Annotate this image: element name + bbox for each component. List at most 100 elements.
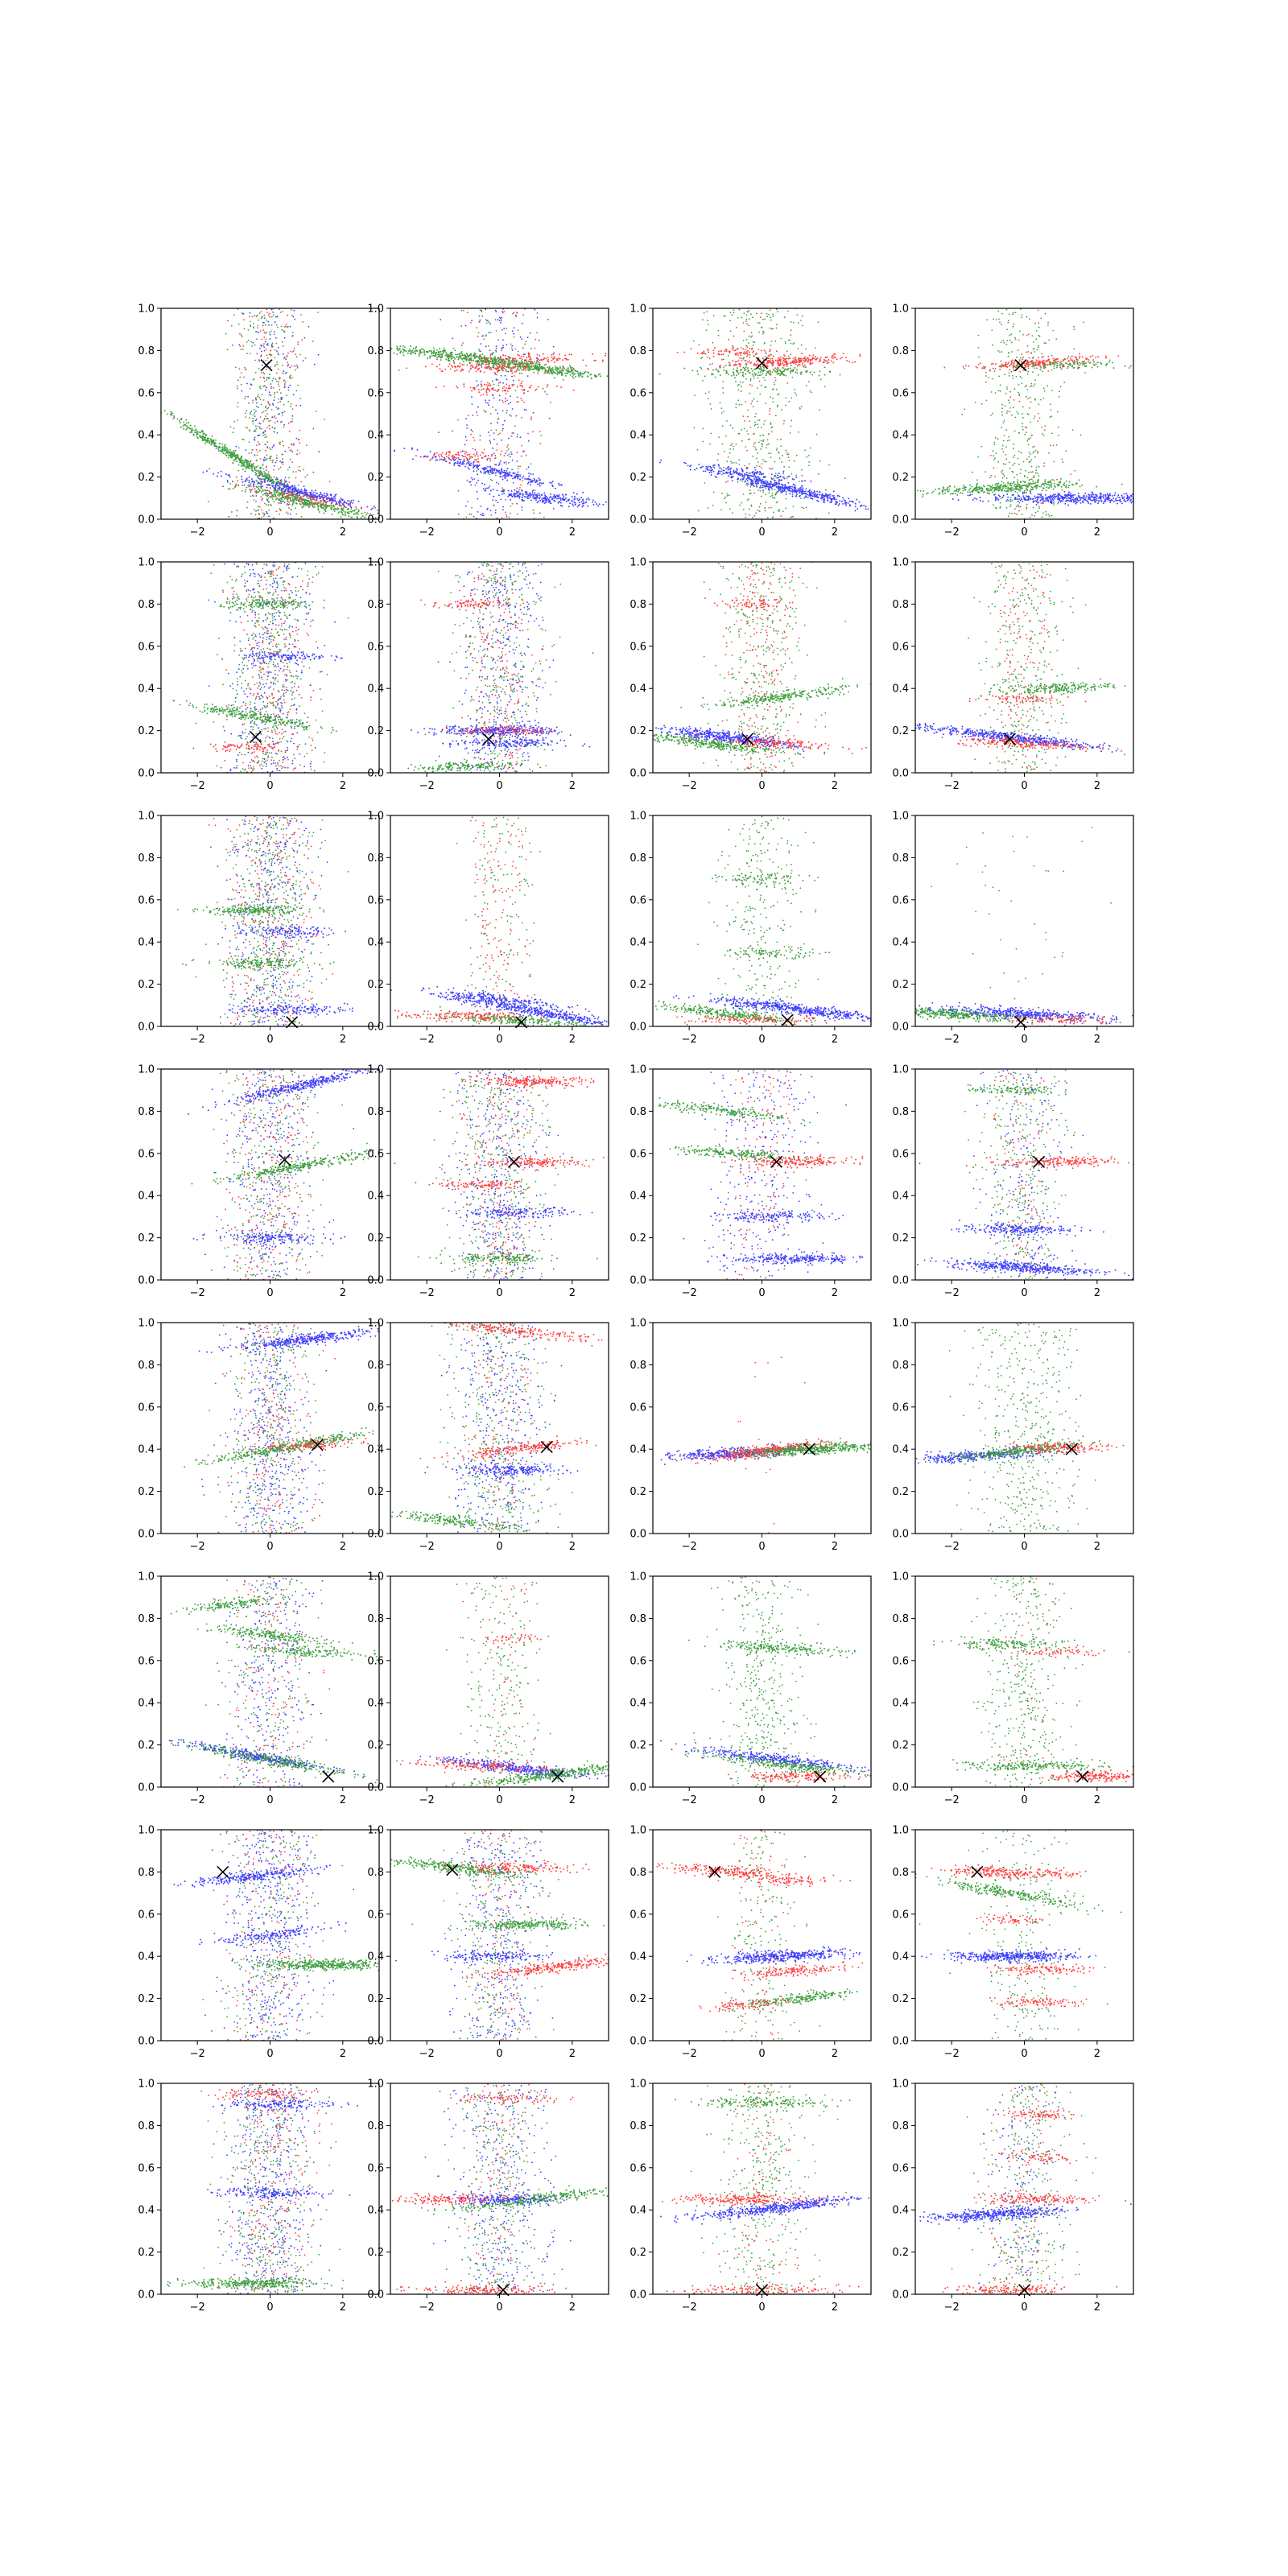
- scatter-point: [268, 376, 270, 378]
- scatter-point: [479, 354, 481, 357]
- scatter-point: [778, 365, 781, 367]
- scatter-point: [807, 361, 809, 363]
- scatter-point: [770, 452, 772, 454]
- scatter-point: [438, 431, 440, 433]
- scatter-point: [303, 493, 305, 495]
- scatter-point: [478, 321, 481, 323]
- scatter-point: [795, 454, 798, 456]
- scatter-point: [753, 365, 755, 366]
- scatter-point: [289, 366, 291, 369]
- scatter-point: [279, 466, 282, 469]
- scatter-point: [537, 358, 539, 361]
- scatter-point: [749, 360, 750, 362]
- scatter-point: [325, 502, 328, 504]
- scatter-point: [745, 513, 747, 515]
- scatter-point: [477, 479, 480, 481]
- scatter-point: [461, 450, 464, 452]
- scatter-point: [762, 440, 764, 443]
- scatter-point: [352, 502, 354, 504]
- scatter-point: [286, 356, 287, 357]
- scatter-point: [741, 502, 743, 504]
- scatter-point: [761, 467, 762, 469]
- scatter-point: [273, 481, 275, 483]
- scatter-point: [712, 369, 714, 371]
- scatter-point: [828, 359, 830, 361]
- scatter-point: [293, 444, 295, 446]
- scatter-point: [517, 468, 519, 470]
- scatter-point: [275, 316, 277, 318]
- scatter-point: [824, 386, 826, 388]
- scatter-point: [261, 350, 262, 353]
- x-tick-label: 0: [266, 526, 273, 539]
- scatter-point: [269, 404, 271, 407]
- scatter-point: [316, 493, 319, 495]
- scatter-point: [826, 356, 828, 358]
- scatter-point: [780, 337, 782, 340]
- scatter-point: [563, 366, 565, 369]
- scatter-point: [283, 379, 285, 382]
- scatter-point: [757, 427, 759, 428]
- scatter-point: [535, 362, 537, 365]
- scatter-point: [200, 431, 202, 434]
- scatter-point: [236, 385, 238, 387]
- scatter-point: [266, 386, 267, 389]
- scatter-point: [335, 503, 337, 506]
- scatter-point: [278, 368, 279, 370]
- scatter-point: [211, 435, 213, 437]
- scatter-point: [737, 384, 739, 386]
- scatter-point: [456, 385, 457, 387]
- scatter-point: [800, 406, 803, 407]
- scatter-point: [310, 502, 312, 503]
- scatter-point: [503, 386, 506, 388]
- scatter-point: [588, 498, 590, 501]
- scatter-point: [454, 458, 456, 460]
- scatter-point: [464, 452, 466, 455]
- scatter-point: [533, 480, 535, 482]
- scatter-point: [270, 477, 272, 479]
- scatter-point: [522, 392, 525, 394]
- scatter-point: [221, 451, 222, 452]
- scatter-point: [819, 378, 822, 381]
- scatter-point: [522, 368, 525, 370]
- scatter-point: [522, 390, 525, 392]
- scatter-point: [819, 460, 821, 462]
- scatter-point: [249, 353, 251, 355]
- scatter-point: [790, 329, 792, 332]
- scatter-point: [265, 405, 267, 407]
- scatter-point: [259, 471, 261, 473]
- scatter-point: [724, 435, 727, 437]
- scatter-point: [467, 501, 469, 502]
- scatter-point: [515, 316, 518, 318]
- scatter-point: [415, 455, 417, 457]
- scatter-point: [479, 470, 481, 473]
- scatter-point: [515, 475, 518, 477]
- scatter-point: [276, 363, 278, 365]
- scatter-point: [553, 352, 555, 354]
- scatter-point: [287, 386, 290, 389]
- scatter-point: [275, 496, 277, 498]
- scatter-point: [232, 487, 234, 489]
- scatter-point: [301, 501, 303, 503]
- scatter-point: [189, 427, 192, 430]
- scatter-point: [757, 387, 758, 389]
- scatter-point: [269, 496, 271, 498]
- scatter-point: [497, 483, 500, 485]
- scatter-point: [201, 437, 204, 440]
- scatter-point: [254, 436, 256, 439]
- scatter-point: [475, 459, 477, 460]
- scatter-point: [217, 446, 220, 448]
- scatter-point: [271, 402, 274, 405]
- scatter-point: [466, 454, 469, 456]
- scatter-point: [512, 357, 514, 360]
- scatter-point: [601, 360, 604, 362]
- scatter-point: [293, 443, 295, 444]
- scatter-point: [262, 463, 264, 465]
- scatter-point: [529, 356, 531, 358]
- scatter-point: [793, 362, 795, 365]
- scatter-point: [770, 456, 772, 458]
- scatter-point: [396, 347, 398, 349]
- scatter-point: [418, 353, 420, 355]
- scatter-point: [396, 349, 398, 351]
- scatter-point: [387, 520, 389, 522]
- scatter-point: [564, 357, 566, 360]
